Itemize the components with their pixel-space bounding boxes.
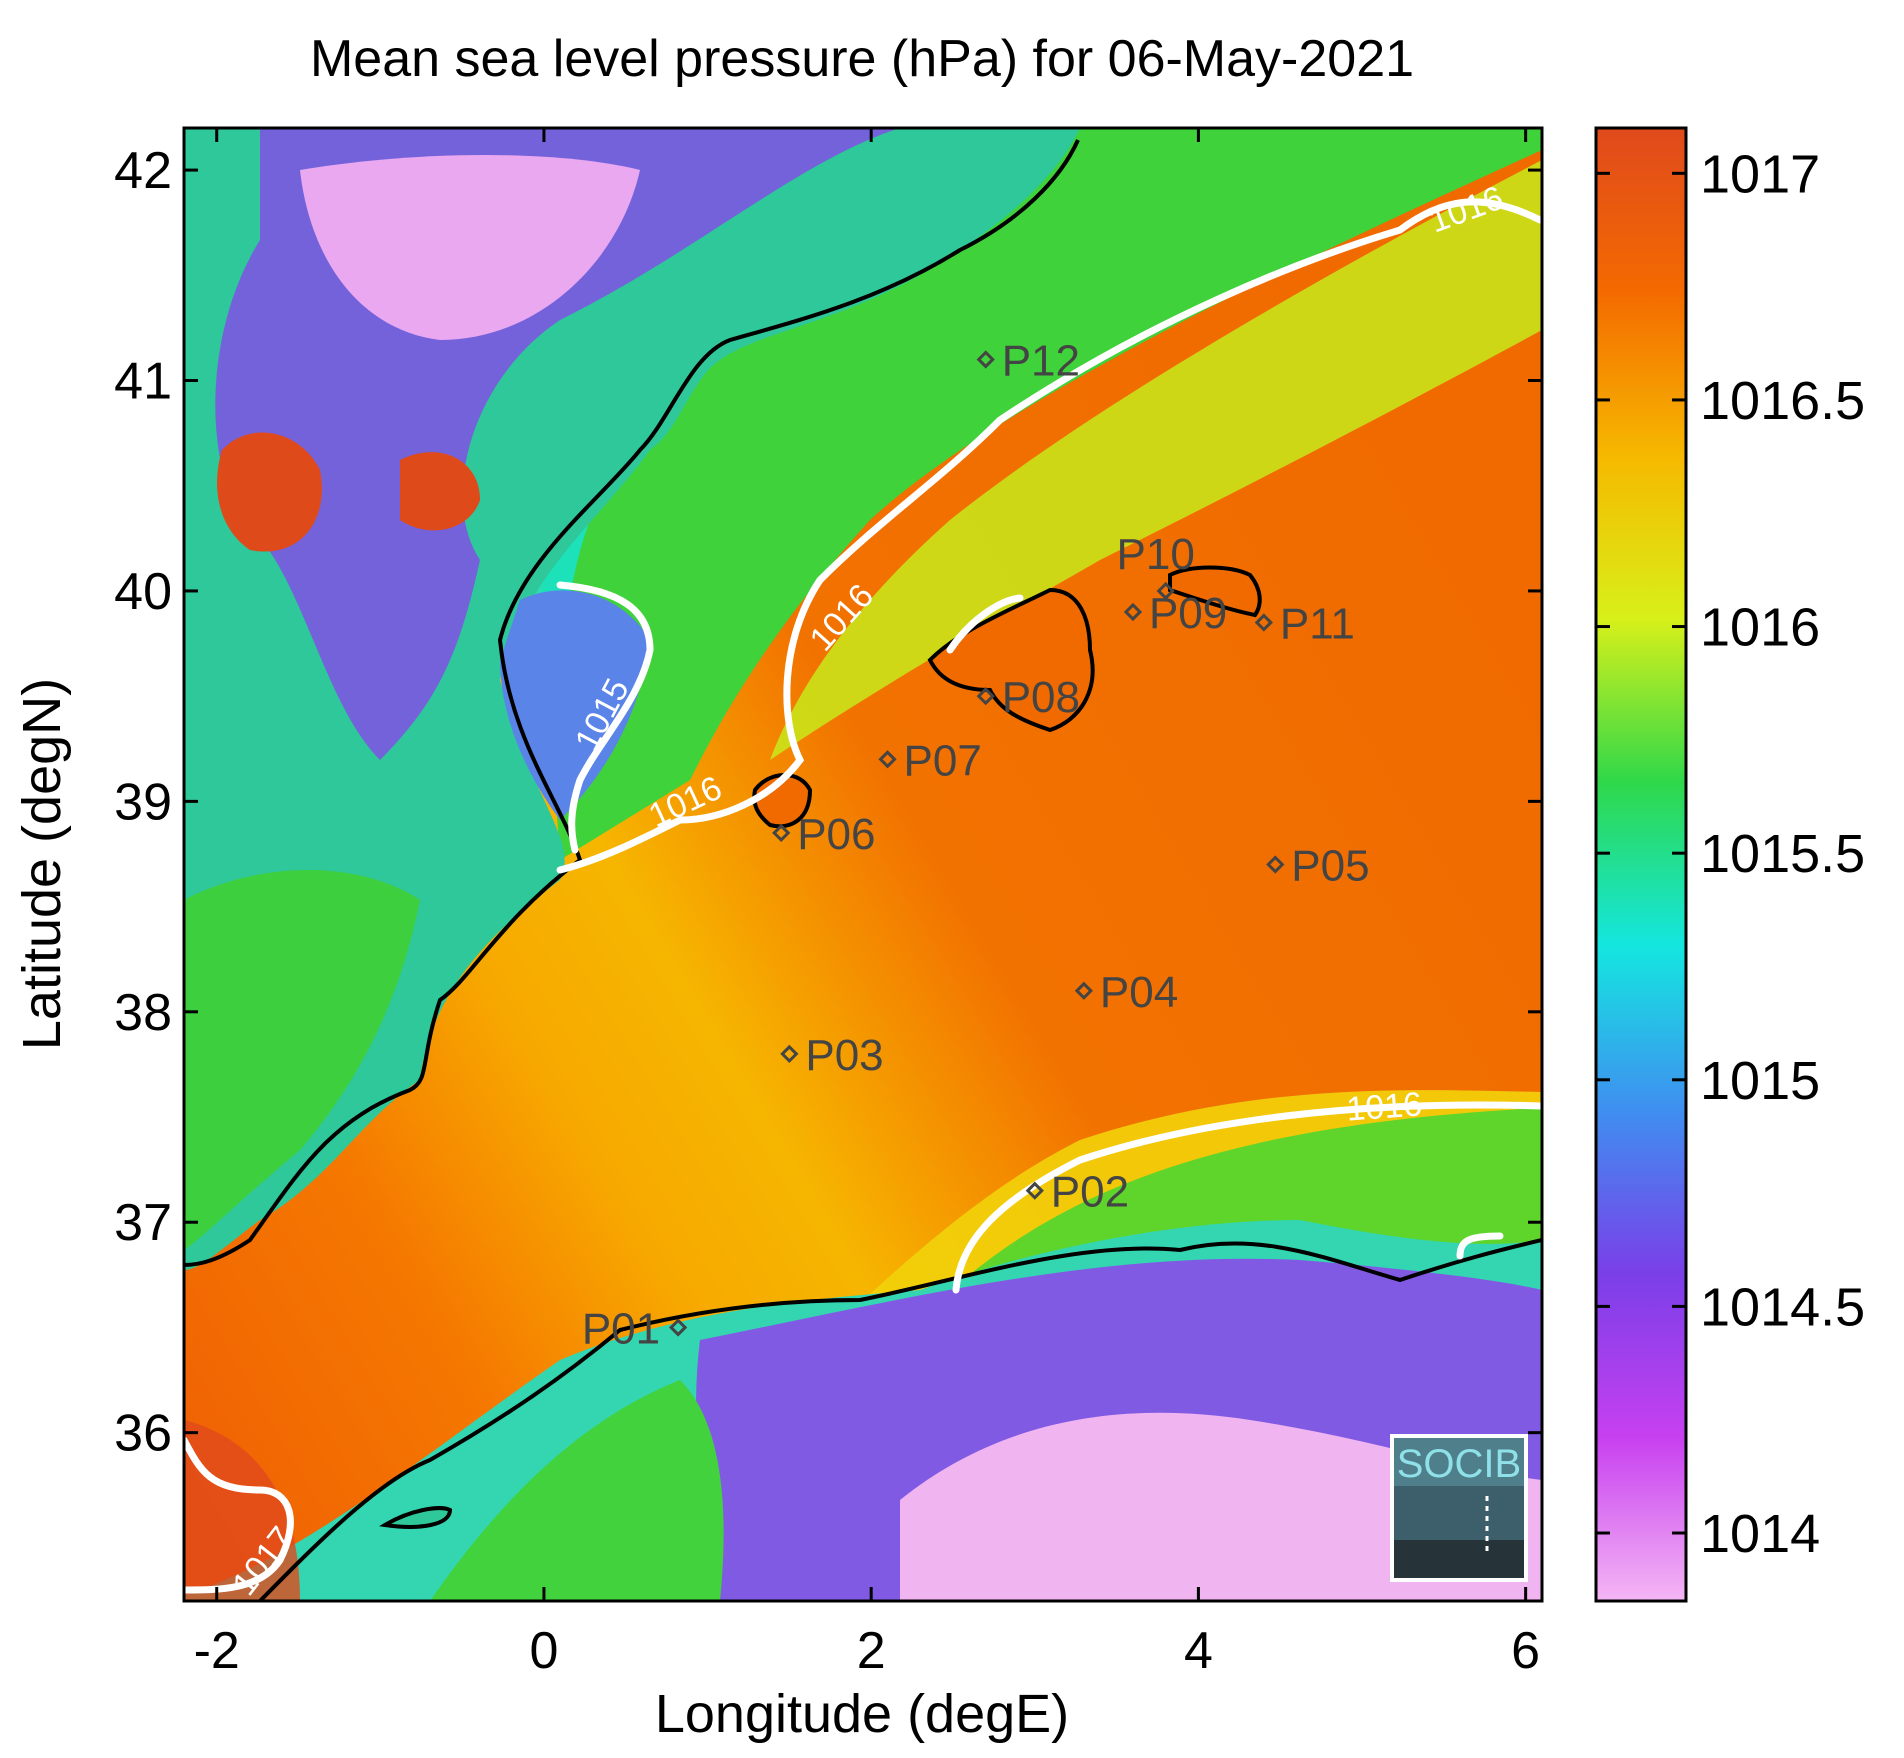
station-marker [1266,855,1285,874]
colorbar-tick-label: 1016 [1700,598,1820,658]
contour-label: 1016 [1345,1085,1423,1128]
coastline-menorca [1168,565,1262,618]
land-iberia-pink [300,155,640,340]
station-label: P06 [797,810,875,859]
land-iberia-red2 [400,452,480,531]
station-marker [878,750,897,769]
colorbar-tick-label: 1016.5 [1700,371,1865,431]
contour-1016-north [556,198,1542,874]
station-marker [976,350,995,369]
station-marker [1025,1181,1044,1200]
station-label: P10 [1117,530,1195,579]
sea-field-north-yellow [770,160,1542,760]
station-p12: P12 [976,336,1080,385]
station-p07: P07 [878,736,982,785]
station-label: P04 [1100,968,1178,1017]
station-p10: P10 [1117,530,1195,601]
station-label: P11 [1280,600,1355,649]
station-p05: P05 [1266,842,1370,891]
station-label: P02 [1051,1168,1129,1217]
station-p01: P01 [582,1304,688,1353]
contour-1016-mallorca [946,594,1024,654]
x-tick-label: 2 [857,1622,886,1680]
land-iberia-green-south [184,870,420,1250]
map-plot-area: 1016 1016 1016 1016 1015 1017 P01P02P03P… [184,128,1542,1601]
station-p03: P03 [780,1031,884,1080]
sea-field-sw [184,1420,300,1601]
station-label: P12 [1002,336,1080,385]
colorbar [1594,126,1688,1603]
x-tick-label: 4 [1184,1622,1213,1680]
colorbar-tick-label: 1014.5 [1700,1277,1865,1337]
coastline-alboran-island [379,1506,453,1529]
station-p08: P08 [976,673,1080,722]
station-marker [780,1044,799,1064]
x-tick-label: -2 [194,1622,240,1680]
station-p04: P04 [1074,968,1178,1017]
contour-1015 [556,581,654,854]
station-label: P03 [805,1031,883,1080]
y-tick-label: 39 [114,773,172,831]
station-marker [1156,581,1175,601]
x-tick-label: 0 [529,1622,558,1680]
station-p02: P02 [1025,1168,1129,1217]
station-label: P08 [1002,673,1080,722]
station-label: P09 [1149,589,1227,638]
x-tick-label: 6 [1511,1622,1540,1680]
contour-lines [184,198,1542,1594]
y-tick-label: 36 [114,1405,172,1463]
x-axis: -2 0 2 4 6 [194,128,1540,1680]
chart-title: Mean sea level pressure (hPa) for 06-May… [310,30,1414,88]
y-tick-label: 37 [114,1194,172,1252]
x-axis-label: Longitude (degE) [655,1684,1069,1744]
plot-frame [182,126,1544,1603]
y-axis: 36 37 38 39 40 41 42 [114,142,1542,1463]
colorbar-tick-label: 1014 [1700,1504,1820,1564]
station-label: P07 [904,736,982,785]
socib-logo: SOCIB [1390,1434,1528,1582]
station-marker [668,1318,688,1337]
station-marker [1254,613,1273,632]
contour-1016-coast [1456,1232,1504,1260]
station-points: P01 P02 P03 P04 P05 P06 P07 P08 P09 P10 P11 P12 [582,336,1370,1353]
coastline-iberia [184,139,1080,1267]
colorbar-tick-label: 1015.5 [1700,824,1865,884]
contour-1016-south [952,1101,1542,1294]
land-iberia-red1 [217,432,322,552]
socib-logo-text: SOCIB [1397,1442,1521,1486]
station-marker [1074,981,1094,1000]
coastline-africa [258,1238,1542,1601]
contour-1017 [184,1436,294,1594]
station-p06: P06 [772,810,875,859]
station-marker [976,687,995,706]
colorbar-tick-label: 1017 [1700,144,1820,204]
land-africa-pink [900,1412,1542,1601]
gulf-blue-low [500,590,650,820]
y-tick-label: 40 [114,563,172,621]
station-p11: P11 [1254,600,1355,649]
colorbar-tick-label: 1015 [1700,1051,1820,1111]
y-tick-label: 42 [114,142,172,200]
coastline-mallorca [927,587,1095,733]
colorbar-ticks: 1014 1014.5 1015 1015.5 1016 1016.5 1017 [1596,144,1865,1564]
y-tick-label: 38 [114,984,172,1042]
station-marker [1123,602,1143,622]
y-tick-label: 41 [114,353,172,411]
station-p09: P09 [1123,589,1227,638]
station-label: P05 [1291,842,1369,891]
station-marker [772,823,791,843]
station-label: P01 [582,1304,660,1353]
land-africa-green-west [430,1380,724,1601]
y-axis-label: Latitude (degN) [12,678,72,1050]
